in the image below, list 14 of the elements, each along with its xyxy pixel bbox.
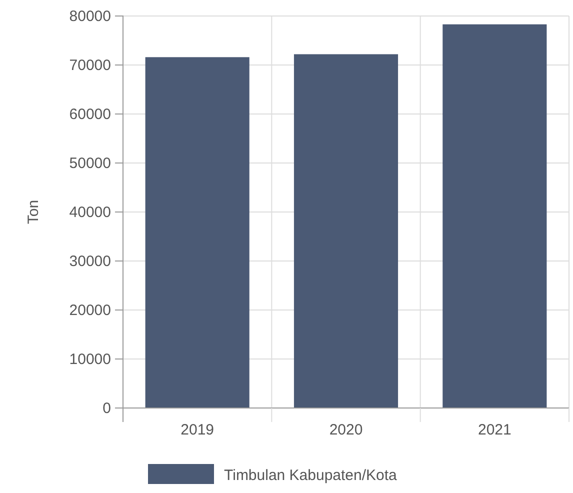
x-tick-label: 2021 [478, 422, 512, 439]
y-tick-label: 60000 [69, 106, 111, 123]
x-tick-label: 2019 [180, 422, 214, 439]
legend-label: Timbulan Kabupaten/Kota [224, 467, 398, 484]
y-tick-label: 40000 [69, 204, 111, 221]
y-tick-label: 50000 [69, 154, 111, 172]
y-tick-label: 0 [102, 400, 111, 417]
y-tick-label: 20000 [69, 302, 111, 319]
x-tick-label: 2020 [329, 422, 363, 439]
y-tick-label: 80000 [69, 8, 111, 25]
y-tick-label: 30000 [69, 252, 111, 270]
y-tick-label: 10000 [69, 350, 111, 368]
y-axis-title: Ton [25, 200, 42, 224]
y-tick-label: 70000 [69, 56, 111, 74]
